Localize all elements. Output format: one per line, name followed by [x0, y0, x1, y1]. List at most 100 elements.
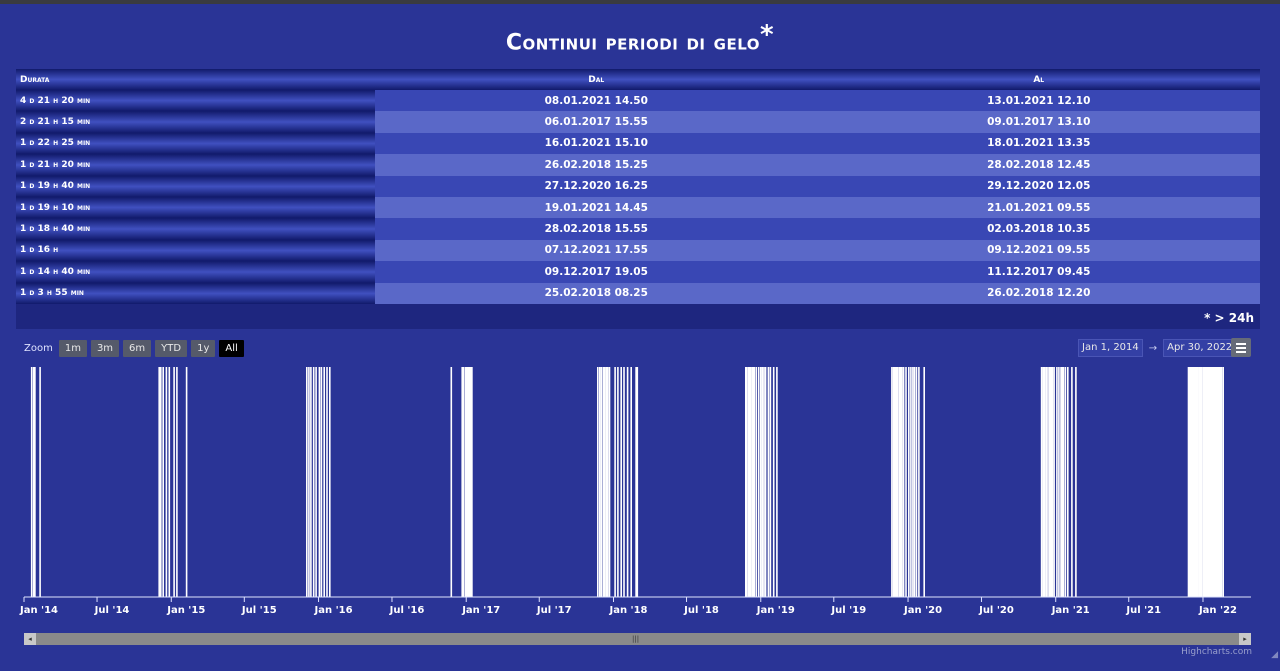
frost-day-bar[interactable]: [626, 367, 629, 597]
frost-day-bar[interactable]: [895, 367, 898, 597]
frost-day-bar[interactable]: [760, 367, 762, 597]
frost-day-bar[interactable]: [905, 367, 907, 597]
frost-day-bar[interactable]: [1075, 367, 1077, 597]
frost-day-bar[interactable]: [767, 367, 770, 597]
frost-day-bar[interactable]: [636, 367, 639, 597]
frost-day-bar[interactable]: [168, 367, 171, 597]
frost-day-bar[interactable]: [1217, 367, 1219, 597]
frost-day-bar[interactable]: [614, 367, 616, 597]
frost-day-bar[interactable]: [605, 367, 607, 597]
frost-day-bar[interactable]: [312, 367, 315, 597]
frost-day-bar[interactable]: [747, 367, 750, 597]
frost-day-bar[interactable]: [763, 367, 765, 597]
frost-day-bar[interactable]: [755, 367, 758, 597]
frost-day-bar[interactable]: [469, 367, 472, 597]
frost-day-bar[interactable]: [1190, 367, 1192, 597]
frost-day-bar[interactable]: [320, 367, 323, 597]
frost-day-bar[interactable]: [1214, 367, 1217, 597]
frost-day-bar[interactable]: [1044, 367, 1046, 597]
frost-day-bar[interactable]: [915, 367, 918, 597]
frost-day-bar[interactable]: [1193, 367, 1196, 597]
frost-day-bar[interactable]: [896, 367, 899, 597]
frost-day-bar[interactable]: [620, 367, 622, 597]
frost-day-bar[interactable]: [1051, 367, 1054, 597]
frost-day-bar[interactable]: [1215, 367, 1218, 597]
frost-day-bar[interactable]: [1047, 367, 1049, 597]
frost-day-bar[interactable]: [326, 367, 328, 597]
frost-day-bar[interactable]: [32, 367, 35, 597]
zoom-3m-button[interactable]: 3m: [90, 339, 120, 357]
frost-day-bar[interactable]: [1199, 367, 1202, 597]
frost-day-bar[interactable]: [772, 367, 775, 597]
frost-day-bar[interactable]: [746, 367, 748, 597]
frost-day-bar[interactable]: [891, 367, 893, 597]
frost-day-bar[interactable]: [908, 367, 910, 597]
column-header-al[interactable]: Al: [817, 69, 1260, 90]
frost-day-bar[interactable]: [635, 367, 637, 597]
frost-day-bar[interactable]: [450, 367, 453, 597]
range-to-input[interactable]: Apr 30, 2022: [1163, 339, 1237, 357]
frost-day-bar[interactable]: [165, 367, 168, 597]
frost-day-bar[interactable]: [1211, 367, 1213, 597]
frost-day-bar[interactable]: [1194, 367, 1197, 597]
frost-day-bar[interactable]: [761, 367, 764, 597]
frost-day-bar[interactable]: [310, 367, 312, 597]
frost-day-bar[interactable]: [745, 367, 747, 597]
frost-day-bar[interactable]: [599, 367, 601, 597]
frost-day-bar[interactable]: [160, 367, 162, 597]
frost-day-bar[interactable]: [173, 367, 175, 597]
frost-day-bar[interactable]: [1208, 367, 1211, 597]
scroll-left-arrow-icon[interactable]: ◂: [24, 633, 36, 645]
frost-day-bar[interactable]: [329, 367, 331, 597]
frost-day-bar[interactable]: [463, 367, 465, 597]
frost-day-bar[interactable]: [318, 367, 321, 597]
frost-day-bar[interactable]: [1067, 367, 1069, 597]
frost-day-bar[interactable]: [757, 367, 760, 597]
scrollbar-grip-icon[interactable]: |||: [632, 635, 640, 643]
frost-day-bar[interactable]: [1050, 367, 1053, 597]
frost-day-bar[interactable]: [749, 367, 751, 597]
frost-day-bar[interactable]: [1220, 367, 1223, 597]
zoom-ytd-button[interactable]: YTD: [155, 339, 188, 357]
frost-day-bar[interactable]: [1218, 367, 1220, 597]
frost-day-bar[interactable]: [1187, 367, 1190, 597]
frost-day-bar[interactable]: [751, 367, 754, 597]
frost-day-bar[interactable]: [30, 367, 33, 597]
frost-day-bar[interactable]: [1040, 367, 1043, 597]
frost-day-bar[interactable]: [1203, 367, 1206, 597]
frost-day-bar[interactable]: [323, 367, 325, 597]
frost-day-bar[interactable]: [630, 367, 632, 597]
frost-day-bar[interactable]: [1058, 367, 1060, 597]
frost-day-bar[interactable]: [602, 367, 605, 597]
zoom-1m-button[interactable]: 1m: [58, 339, 87, 357]
frost-day-bar[interactable]: [1205, 367, 1207, 597]
frost-day-bar[interactable]: [910, 367, 912, 597]
frost-day-bar[interactable]: [1198, 367, 1201, 597]
frost-day-bar[interactable]: [461, 367, 463, 597]
frost-day-bar[interactable]: [623, 367, 625, 597]
navigator-scrollbar[interactable]: ◂ ||| ▸: [24, 633, 1251, 645]
zoom-1y-button[interactable]: 1y: [191, 339, 216, 357]
frost-day-bar[interactable]: [185, 367, 188, 597]
frost-day-bar[interactable]: [1053, 367, 1055, 597]
frost-day-bar[interactable]: [918, 367, 920, 597]
resize-handle-icon[interactable]: ◢: [1271, 650, 1278, 660]
frost-day-bar[interactable]: [1197, 367, 1199, 597]
frost-day-bar[interactable]: [776, 367, 778, 597]
frost-day-bar[interactable]: [1188, 367, 1191, 597]
frost-day-bar[interactable]: [769, 367, 772, 597]
highcharts-credits-link[interactable]: Highcharts.com: [1181, 647, 1252, 657]
frost-day-bar[interactable]: [597, 367, 599, 597]
frost-day-bar[interactable]: [912, 367, 914, 597]
zoom-6m-button[interactable]: 6m: [123, 339, 152, 357]
frost-day-bar[interactable]: [1056, 367, 1058, 597]
frost-day-bar[interactable]: [308, 367, 310, 597]
frost-day-bar[interactable]: [1062, 367, 1065, 597]
frost-day-bar[interactable]: [1060, 367, 1062, 597]
frost-day-bar[interactable]: [1061, 367, 1063, 597]
frost-day-bar[interactable]: [467, 367, 469, 597]
frost-day-bar[interactable]: [315, 367, 317, 597]
frost-day-bar[interactable]: [600, 367, 603, 597]
frost-day-bar[interactable]: [898, 367, 900, 597]
frost-day-bar[interactable]: [1222, 367, 1224, 597]
